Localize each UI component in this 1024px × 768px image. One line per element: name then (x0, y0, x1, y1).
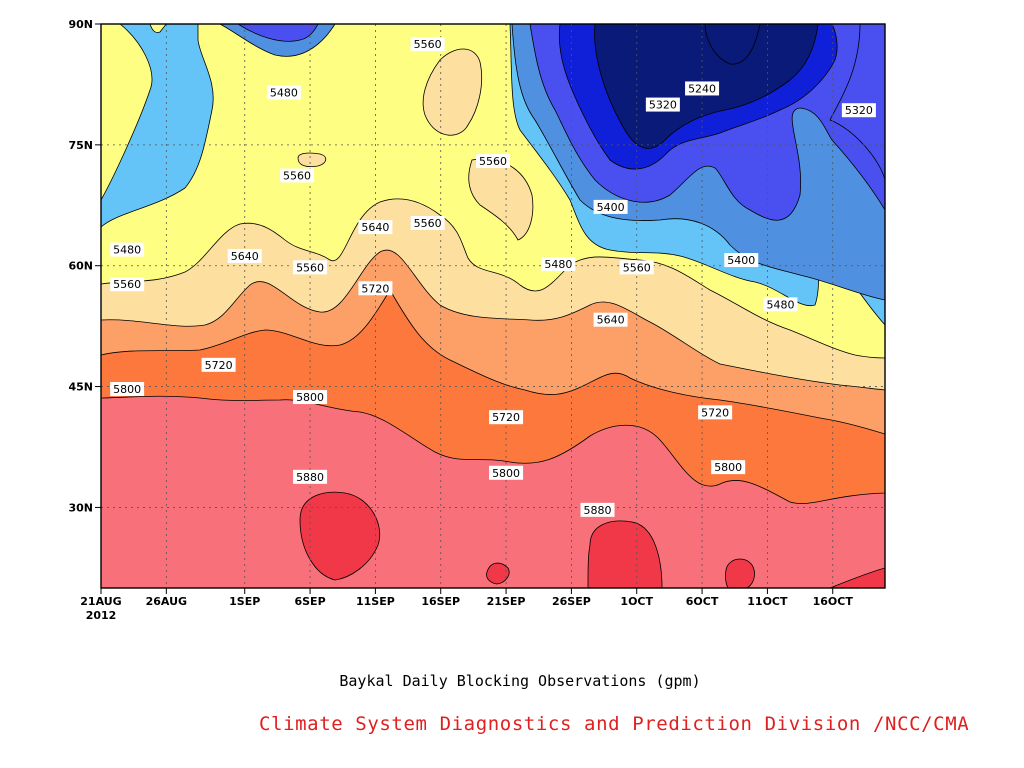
svg-text:5560: 5560 (296, 261, 324, 274)
y-tick-label: 75N (68, 139, 93, 152)
svg-text:5560: 5560 (113, 278, 141, 291)
x-tick-label: 6SEP (294, 595, 325, 608)
contour-label: 5720 (698, 405, 733, 420)
svg-text:5640: 5640 (231, 250, 259, 263)
plot-frame (100, 23, 886, 589)
svg-text:5800: 5800 (492, 467, 520, 480)
svg-text:5880: 5880 (584, 504, 612, 517)
x-tick-label: 11OCT (747, 595, 788, 608)
contour-label: 5720 (489, 410, 524, 425)
svg-text:5560: 5560 (479, 155, 507, 168)
x-tick-label: 16OCT (813, 595, 854, 608)
contour-label: 5880 (580, 502, 615, 517)
contour-label: 5640 (593, 312, 628, 327)
contour-label: 5560 (410, 37, 445, 52)
svg-text:5480: 5480 (113, 244, 141, 257)
svg-text:5320: 5320 (649, 99, 677, 112)
contour-label: 5560 (110, 277, 145, 292)
svg-text:5720: 5720 (361, 282, 389, 295)
x-tick-label: 1OCT (620, 595, 653, 608)
svg-text:5800: 5800 (714, 461, 742, 474)
svg-text:5400: 5400 (597, 201, 625, 214)
contour-label: 5800 (110, 381, 145, 396)
contour-label: 5720 (201, 357, 236, 372)
contour-label: 5560 (410, 216, 445, 231)
svg-text:5560: 5560 (623, 261, 651, 274)
band-5960-patch-2 (587, 520, 663, 588)
contour-label: 5320 (841, 103, 876, 118)
svg-text:5240: 5240 (688, 82, 716, 95)
x-tick-label: 11SEP (356, 595, 395, 608)
contour-label: 5800 (489, 465, 524, 480)
chart-title: Baykal Daily Blocking Observations (gpm) (339, 672, 701, 690)
svg-text:5480: 5480 (270, 86, 298, 99)
contour-label: 5800 (293, 390, 328, 405)
contour-label: 5320 (645, 97, 680, 112)
band-5640-patch-1 (422, 48, 483, 136)
contour-label: 5560 (619, 260, 654, 275)
contour-label: 5560 (293, 260, 328, 275)
band-5640-patch-2 (468, 157, 534, 241)
contour-label: 5480 (541, 257, 576, 272)
svg-text:5640: 5640 (361, 221, 389, 234)
svg-text:5880: 5880 (296, 471, 324, 484)
x-tick-label: 16SEP (421, 595, 460, 608)
svg-text:5560: 5560 (414, 38, 442, 51)
y-tick-label: 45N (68, 381, 93, 394)
band-5640-patch-3 (297, 152, 327, 167)
x-tick-label: 21AUG (80, 595, 121, 608)
svg-text:5560: 5560 (283, 169, 311, 182)
contour-label: 5480 (110, 242, 145, 257)
band-core-low (704, 24, 761, 65)
svg-text:5720: 5720 (205, 359, 233, 372)
svg-text:5640: 5640 (597, 314, 625, 327)
x-tick-label: 6OCT (686, 595, 719, 608)
svg-text:5720: 5720 (701, 406, 729, 419)
contour-label: 5560 (476, 153, 510, 168)
contour-label: 5880 (293, 469, 328, 484)
contour-labels: 5560 5480 5240 5320 5320 5560 5560 5400 5560 5640… (110, 37, 876, 517)
x-tick-label: 26AUG (146, 595, 187, 608)
x-tick-label: 21SEP (487, 595, 526, 608)
x-tick-label: 1SEP (229, 595, 260, 608)
svg-text:5400: 5400 (727, 254, 755, 267)
svg-text:5560: 5560 (414, 217, 442, 230)
x-tick-label: 26SEP (552, 595, 591, 608)
svg-text:5480: 5480 (544, 258, 572, 271)
contour-label: 5480 (266, 85, 301, 100)
svg-text:5720: 5720 (492, 411, 520, 424)
band-5560-patch-north (101, 24, 167, 201)
contour-label: 5240 (685, 81, 720, 96)
svg-text:5800: 5800 (296, 391, 324, 404)
x-tick-year-label: 2012 (86, 609, 117, 622)
svg-text:5320: 5320 (845, 104, 873, 117)
credit-line: Climate System Diagnostics and Predictio… (259, 713, 970, 735)
y-tick-label: 60N (68, 260, 93, 273)
y-axis: 30N 45N 60N 75N 90N (68, 18, 101, 514)
band-5960-patch-4 (725, 558, 755, 588)
band-5960-patch-1 (299, 491, 380, 581)
plot-area (101, 24, 885, 588)
svg-text:5480: 5480 (766, 298, 794, 311)
band-5960-patch-3 (486, 562, 510, 585)
contour-label: 5640 (358, 220, 393, 235)
y-tick-label: 30N (68, 501, 93, 514)
contour-label: 5400 (593, 199, 628, 214)
band-5960-patch-5 (829, 567, 885, 588)
contour-label: 5400 (724, 253, 759, 268)
contour-label: 5480 (763, 297, 798, 312)
band-below-5240 (829, 24, 885, 181)
contour-label: 5720 (358, 281, 393, 296)
contour-label: 5800 (711, 460, 746, 475)
svg-text:5800: 5800 (113, 383, 141, 396)
contour-label: 5560 (280, 168, 314, 183)
contour-label: 5640 (227, 249, 262, 264)
y-tick-label: 90N (68, 18, 93, 31)
